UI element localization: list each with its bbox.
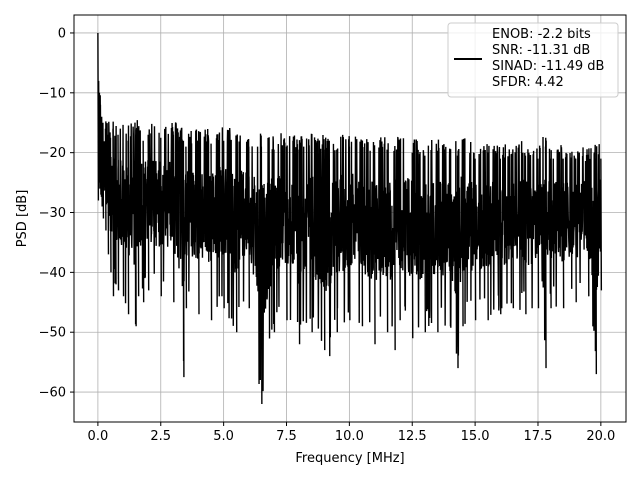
x-tick-label: 20.0 bbox=[586, 429, 615, 444]
y-tick-label: 0 bbox=[58, 26, 66, 41]
y-axis-ticks: 0 −10 −20 −30 −40 −50 −60 bbox=[39, 26, 74, 401]
y-tick-label: −20 bbox=[39, 146, 66, 161]
x-axis-label: Frequency [MHz] bbox=[295, 451, 404, 466]
psd-trace bbox=[97, 32, 603, 405]
legend-entry-sfdr: SFDR: 4.42 bbox=[492, 75, 564, 90]
y-axis-label: PSD [dB] bbox=[15, 190, 30, 248]
legend-entry-snr: SNR: -11.31 dB bbox=[492, 43, 590, 58]
x-tick-label: 10.0 bbox=[335, 429, 364, 444]
x-tick-label: 7.5 bbox=[276, 429, 297, 444]
legend: ENOB: -2.2 bits SNR: -11.31 dB SINAD: -1… bbox=[447, 22, 619, 98]
y-tick-label: −50 bbox=[39, 326, 66, 341]
x-tick-label: 17.5 bbox=[524, 429, 553, 444]
y-tick-label: −40 bbox=[39, 266, 66, 281]
legend-entry-enob: ENOB: -2.2 bits bbox=[492, 27, 591, 42]
axes-frame bbox=[73, 14, 627, 423]
legend-box bbox=[447, 22, 619, 98]
x-tick-label: 5.0 bbox=[213, 429, 234, 444]
plot-area bbox=[97, 32, 603, 405]
x-tick-label: 12.5 bbox=[398, 429, 427, 444]
y-tick-label: −10 bbox=[39, 86, 66, 101]
x-tick-label: 2.5 bbox=[150, 429, 171, 444]
x-tick-label: 0.0 bbox=[88, 429, 109, 444]
x-axis-ticks: 0.0 2.5 5.0 7.5 10.0 12.5 15.0 17.5 20.0 bbox=[88, 422, 615, 444]
y-tick-label: −60 bbox=[39, 386, 66, 401]
x-tick-label: 15.0 bbox=[461, 429, 490, 444]
y-tick-label: −30 bbox=[39, 206, 66, 221]
legend-entry-sinad: SINAD: -11.49 dB bbox=[492, 59, 604, 74]
